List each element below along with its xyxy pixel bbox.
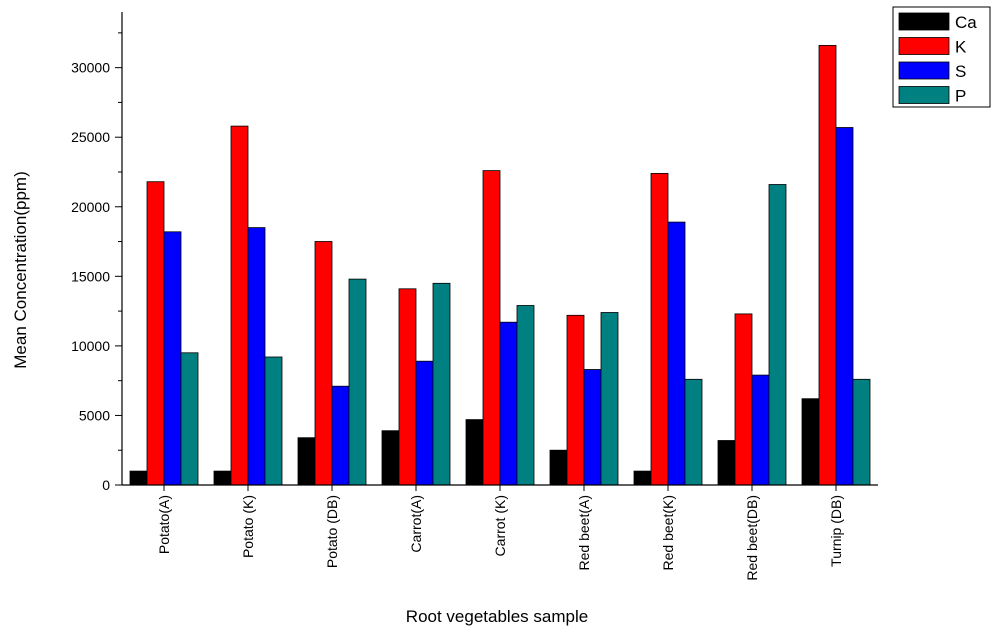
bar-s-6 — [583, 369, 602, 486]
bar-p-9 — [852, 378, 871, 486]
bar-ca-7 — [633, 470, 652, 486]
legend-swatch-k — [898, 37, 950, 55]
bar-p-8 — [768, 184, 787, 486]
y-tick-label: 5000 — [79, 407, 110, 423]
bar-s-5 — [499, 321, 518, 486]
legend-label-k: K — [955, 38, 967, 57]
bar-s-8 — [751, 374, 770, 486]
bar-ca-2 — [213, 470, 232, 486]
bar-ca-8 — [717, 440, 736, 486]
y-tick-label: 25000 — [71, 129, 110, 145]
x-tick-label: Potato (DB) — [324, 495, 340, 568]
bars-group — [129, 45, 871, 486]
bar-k-8 — [734, 313, 753, 486]
y-tick-label: 20000 — [71, 199, 110, 215]
bar-s-2 — [247, 227, 266, 486]
bar-ca-1 — [129, 470, 148, 486]
bar-k-3 — [314, 241, 333, 486]
bar-s-9 — [835, 127, 854, 486]
x-tick-label: Carrot(A) — [408, 495, 424, 553]
x-tick-label: Potato (K) — [240, 495, 256, 558]
y-tick-label: 0 — [102, 477, 110, 493]
x-tick-label: Red beet(K) — [660, 495, 676, 570]
legend-label-s: S — [955, 62, 966, 81]
y-tick-label: 15000 — [71, 268, 110, 284]
ticks-group: Potato(A) Potato (K) Potato (DB) Carrot(A) C… — [71, 32, 844, 581]
bar-p-6 — [600, 312, 619, 486]
bar-s-1 — [163, 231, 182, 486]
bar-p-4 — [432, 282, 451, 486]
bar-ca-6 — [549, 449, 568, 486]
y-tick-label: 30000 — [71, 60, 110, 76]
bar-p-5 — [516, 305, 535, 486]
y-tick-label: 10000 — [71, 338, 110, 354]
bar-s-3 — [331, 385, 350, 486]
y-axis-title: Mean Concentration(ppm) — [11, 171, 30, 368]
bar-k-5 — [482, 170, 501, 486]
x-tick-label: Carrot (K) — [492, 495, 508, 556]
bar-p-3 — [348, 278, 367, 486]
legend: Ca KSP — [892, 6, 991, 108]
x-tick-label: Potato(A) — [156, 495, 172, 554]
legend-swatch-p — [898, 86, 950, 104]
bar-p-7 — [684, 378, 703, 486]
bar-k-2 — [230, 125, 249, 486]
bar-ca-9 — [801, 398, 820, 486]
x-tick-label: Red beet(A) — [576, 495, 592, 570]
bar-p-2 — [264, 356, 283, 486]
bar-k-9 — [818, 45, 837, 486]
bar-k-6 — [566, 314, 585, 486]
bar-k-1 — [146, 181, 165, 486]
x-axis-title: Root vegetables sample — [406, 607, 588, 626]
x-tick-label: Red beet(DB) — [744, 495, 760, 581]
bar-k-4 — [398, 288, 417, 486]
legend-swatch-ca — [898, 12, 950, 31]
legend-label-p: P — [955, 87, 966, 106]
bar-k-7 — [650, 172, 669, 486]
bar-ca-3 — [297, 437, 316, 486]
bar-ca-5 — [465, 419, 484, 486]
bar-ca-4 — [381, 430, 400, 486]
bar-p-1 — [180, 352, 199, 486]
bar-s-7 — [667, 221, 686, 486]
bar-s-4 — [415, 360, 434, 486]
legend-label-ca: Ca — [955, 13, 977, 32]
x-tick-label: Turnip (DB) — [828, 495, 844, 567]
legend-swatch-s — [898, 61, 950, 80]
